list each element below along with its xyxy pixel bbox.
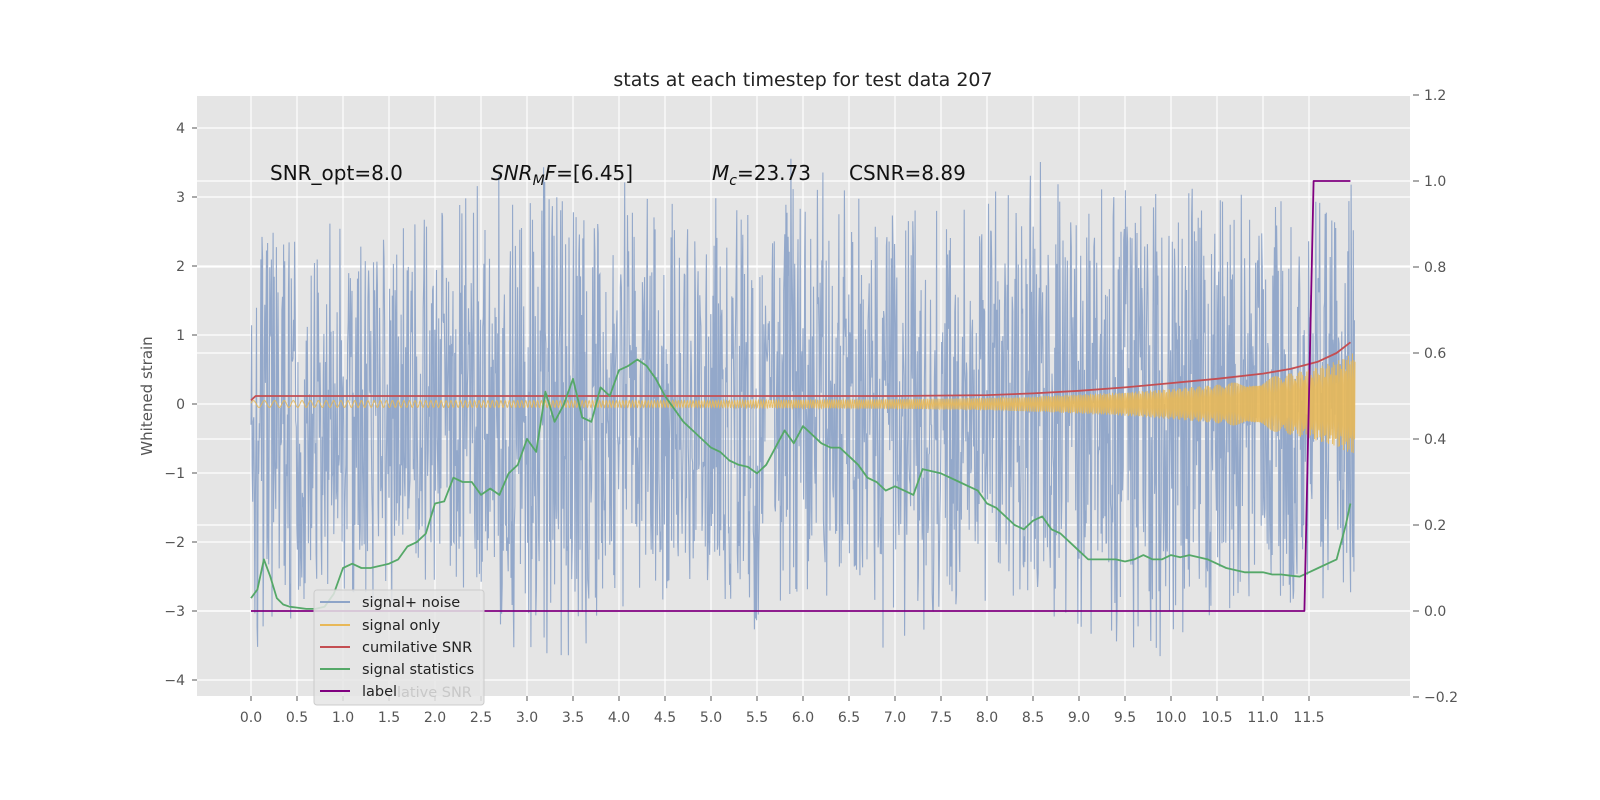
x-tick-label: 3.0: [516, 710, 538, 726]
y2-tick-label: −0.2: [1424, 690, 1458, 706]
y-tick-label: 4: [176, 121, 185, 137]
annotations: SNR_opt=8.0 SNRMF=[6.45] Mc=23.73 CSNR=8…: [270, 161, 966, 189]
x-tick-label: 10.0: [1155, 710, 1186, 726]
series-label: [251, 180, 1351, 612]
legend-label-signal-statistics: signal statistics: [362, 662, 474, 678]
y-axis-label: Whitened strain: [138, 336, 156, 455]
series-signal-noise: [250, 158, 1355, 657]
x-tick-label: 5.5: [746, 710, 768, 726]
y2-tick-label: 1.2: [1424, 88, 1446, 104]
annotation-mc-symbol: M: [712, 161, 729, 185]
x-tick-label: 11.5: [1293, 710, 1324, 726]
annotation-snr-mf-symbol: SNR: [491, 161, 533, 185]
x-tick-label: 0.0: [240, 710, 262, 726]
annotation-snr-mf-subscript: M: [533, 173, 545, 189]
right-axis: −0.2 0.0 0.2 0.4 0.6 0.8 1.0 1.2: [1413, 88, 1458, 706]
series-signal-statistics: [250, 358, 1352, 610]
y-tick-label: 3: [176, 190, 185, 206]
x-tick-label: 4.0: [608, 710, 630, 726]
legend-label-signal-noise: signal+ noise: [362, 595, 460, 611]
x-tick-label: 3.5: [562, 710, 584, 726]
legend: lative SNR signal+ noise signal only cum…: [313, 589, 485, 706]
x-tick-label: 9.0: [1068, 710, 1090, 726]
y2-tick-label: 0.2: [1424, 518, 1446, 534]
annotation-snr-opt: SNR_opt=8.0: [270, 161, 403, 185]
annotation-csnr: CSNR=8.89: [849, 161, 966, 185]
y-tick-label: −4: [164, 673, 185, 689]
y2-tick-label: 1.0: [1424, 174, 1446, 190]
x-tick-label: 9.5: [1114, 710, 1136, 726]
annotation-mc-subscript: c: [729, 173, 737, 189]
x-tick-label: 6.5: [838, 710, 860, 726]
x-tick-label: 1.5: [378, 710, 400, 726]
legend-box: [313, 589, 485, 706]
y-tick-label: −3: [164, 604, 185, 620]
x-tick-label: 4.5: [654, 710, 676, 726]
y2-tick-label: 0.8: [1424, 260, 1446, 276]
chart-title: stats at each timestep for test data 207: [613, 69, 992, 91]
left-axis: −4 −3 −2 −1 0 1 2 3 4: [164, 121, 197, 689]
legend-label-signal-only: signal only: [362, 618, 441, 634]
x-tick-label: 8.0: [976, 710, 998, 726]
legend-label-label: label: [362, 684, 397, 700]
legend-ghost-text: lative SNR: [397, 685, 472, 701]
y-tick-label: 1: [176, 328, 185, 344]
x-tick-label: 5.0: [700, 710, 722, 726]
legend-label-cumilative-snr: cumilative SNR: [362, 640, 472, 656]
annotation-snr-mf-value: =[6.45]: [556, 161, 633, 185]
series-signal-only: [250, 353, 1356, 454]
x-tick-label: 2.0: [424, 710, 446, 726]
x-tick-label: 11.0: [1247, 710, 1278, 726]
annotation-mc: Mc=23.73: [712, 161, 811, 189]
series-layer: [250, 158, 1356, 657]
x-tick-label: 7.0: [884, 710, 906, 726]
y-tick-label: −2: [164, 535, 185, 551]
x-tick-label: 7.5: [930, 710, 952, 726]
annotation-snr-mf: SNRMF=[6.45]: [491, 161, 633, 189]
y2-tick-label: 0.0: [1424, 604, 1446, 620]
x-tick-label: 8.5: [1022, 710, 1044, 726]
y-tick-label: 0: [176, 397, 185, 413]
y-tick-label: −1: [164, 466, 185, 482]
x-tick-label: 2.5: [470, 710, 492, 726]
series-cumilative-snr: [250, 341, 1351, 401]
x-tick-label: 10.5: [1201, 710, 1232, 726]
y2-tick-label: 0.6: [1424, 346, 1446, 362]
x-tick-label: 6.0: [792, 710, 814, 726]
x-tick-label: 1.0: [332, 710, 354, 726]
x-axis: 0.0 0.5 1.0 1.5 2.0 2.5 3.0 3.5 4.0 4.5 5.0 5.5 6.0 6…: [240, 696, 1325, 726]
annotation-mc-value: =23.73: [737, 161, 811, 185]
annotation-snr-mf-f: F: [545, 161, 557, 185]
y-tick-label: 2: [176, 259, 185, 275]
y2-tick-label: 0.4: [1424, 432, 1446, 448]
x-tick-label: 0.5: [286, 710, 308, 726]
